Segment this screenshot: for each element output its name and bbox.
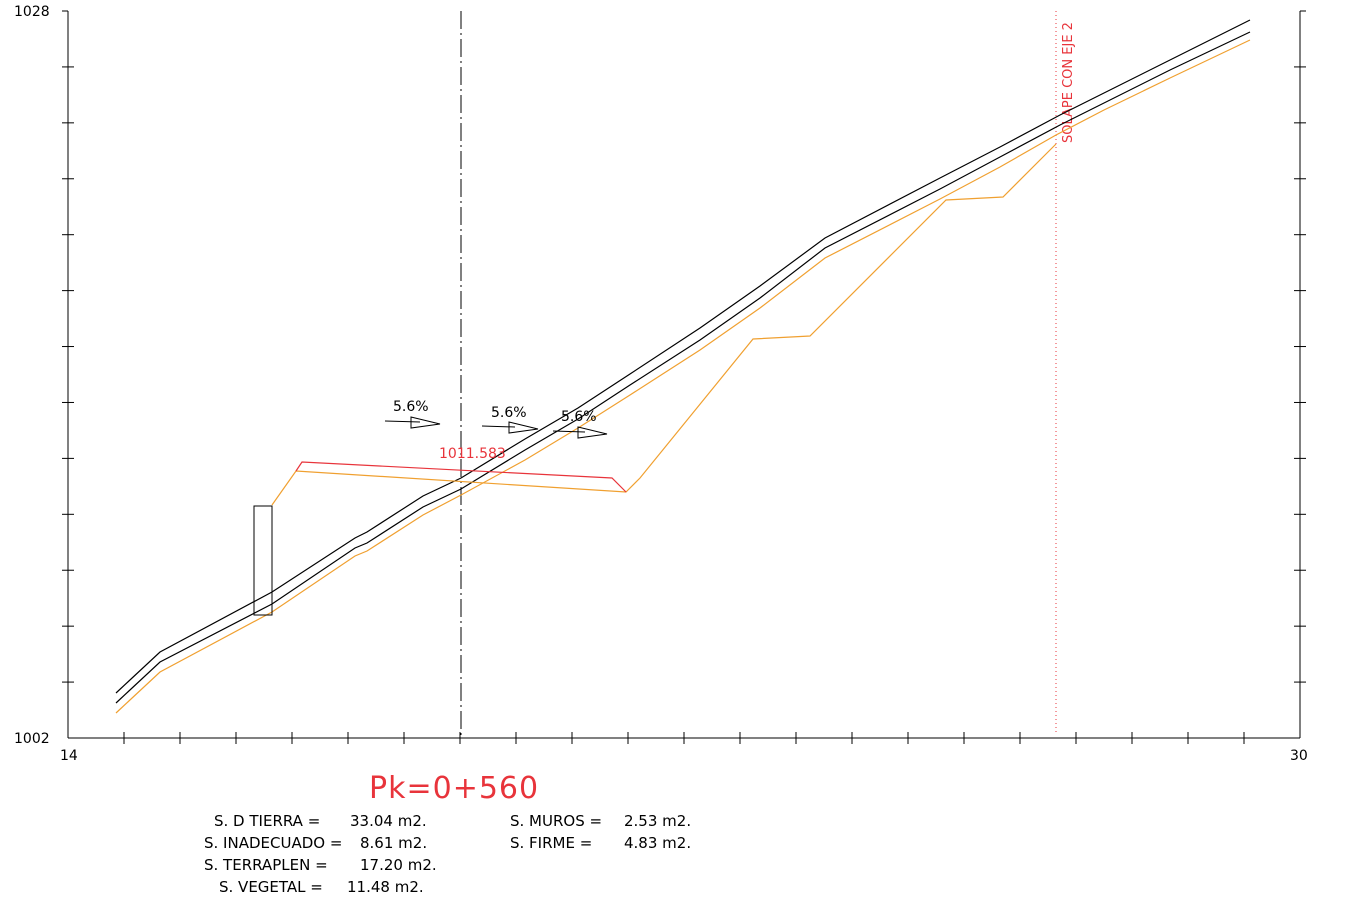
cut-fill-line: [271, 143, 1057, 506]
area-value: 4.83 m2.: [624, 834, 691, 852]
area-label: S. INADECUADO =: [204, 834, 342, 852]
pk-label: Pk=0+560: [369, 771, 539, 806]
y-max-label: 1028: [14, 4, 50, 20]
slope-arrow-2: [481, 421, 539, 434]
area-label: S. FIRME =: [510, 834, 592, 852]
right-axis-ticks: [1294, 66, 1306, 683]
design-platform-line: [295, 461, 627, 493]
area-label: S. VEGETAL =: [219, 878, 323, 896]
slope-arrow-1: [384, 416, 441, 429]
axes: [62, 10, 1306, 739]
area-value: 2.53 m2.: [624, 812, 691, 830]
overlap-label: SOLAPE CON EJE 2: [1061, 22, 1076, 143]
x-max-label: 30: [1290, 748, 1308, 764]
slope-label-3: 5.6%: [561, 409, 597, 425]
y-min-label: 1002: [14, 731, 50, 747]
x-min-label: 14: [60, 748, 78, 764]
area-value: 17.20 m2.: [360, 856, 437, 874]
wall-rectangle: [253, 505, 273, 616]
slope-label-1: 5.6%: [393, 399, 429, 415]
slope-arrow-3: [552, 426, 608, 439]
terrain-top-line: [115, 19, 1251, 694]
bottom-axis-ticks: [123, 732, 1245, 744]
area-value: 11.48 m2.: [347, 878, 424, 896]
elevation-label: 1011.583: [439, 446, 506, 462]
slope-label-2: 5.6%: [491, 405, 527, 421]
terrain-bottom-line: [115, 31, 1251, 704]
subgrade-line: [115, 39, 1251, 714]
left-axis-ticks: [62, 66, 74, 683]
areas-right-column: S. MUROS = 2.53 m2. S. FIRME = 4.83 m2.: [510, 812, 691, 852]
area-label: S. D TIERRA =: [214, 812, 320, 830]
area-value: 8.61 m2.: [360, 834, 427, 852]
area-label: S. MUROS =: [510, 812, 602, 830]
area-value: 33.04 m2.: [350, 812, 427, 830]
area-label: S. TERRAPLEN =: [204, 856, 328, 874]
areas-left-column: S. D TIERRA = 33.04 m2. S. INADECUADO = …: [204, 812, 437, 896]
